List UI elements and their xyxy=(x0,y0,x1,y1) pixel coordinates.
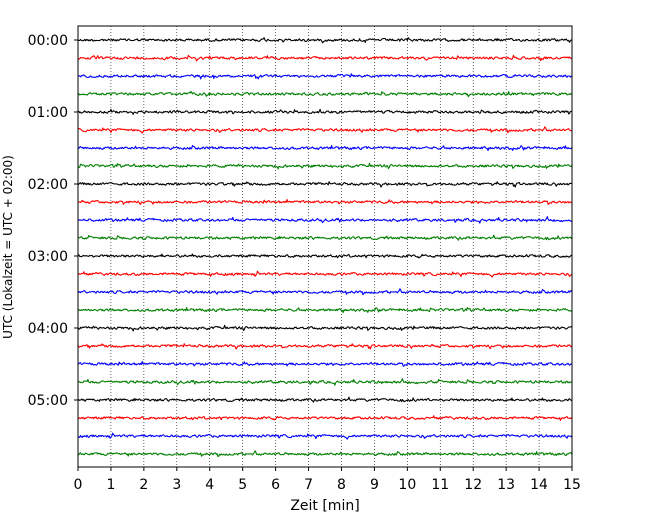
x-tick-label-0: 0 xyxy=(74,477,83,493)
trace-7 xyxy=(77,162,573,170)
trace-23 xyxy=(77,450,573,458)
trace-4 xyxy=(77,108,573,115)
x-tick-label-14: 14 xyxy=(530,477,548,493)
x-tick-label-13: 13 xyxy=(497,477,515,493)
trace-14 xyxy=(77,288,573,296)
trace-19 xyxy=(77,378,573,386)
trace-2 xyxy=(77,73,573,80)
x-tick-label-12: 12 xyxy=(464,477,482,493)
trace-21 xyxy=(77,415,573,421)
x-tick-label-1: 1 xyxy=(106,477,115,493)
trace-9 xyxy=(77,198,573,205)
y-tick-label-1: 01:00 xyxy=(28,105,68,121)
x-tick-label-4: 4 xyxy=(205,477,214,493)
y-tick-label-4: 04:00 xyxy=(28,321,68,337)
y-tick-label-0: 00:00 xyxy=(28,33,68,49)
trace-5 xyxy=(77,126,573,134)
x-tick-label-9: 9 xyxy=(370,477,379,493)
y-axis-ticks: 00:00 01:00 02:00 03:00 04:00 05:00 xyxy=(28,33,78,409)
trace-18 xyxy=(77,360,573,367)
y-tick-label-2: 02:00 xyxy=(28,177,68,193)
trace-11 xyxy=(77,234,573,241)
y-tick-label-3: 03:00 xyxy=(28,249,68,265)
x-tick-label-15: 15 xyxy=(563,477,581,493)
trace-0 xyxy=(77,37,573,44)
trace-3 xyxy=(77,90,573,98)
x-tick-label-6: 6 xyxy=(271,477,280,493)
trace-12 xyxy=(77,253,572,259)
trace-17 xyxy=(77,343,573,350)
x-tick-label-5: 5 xyxy=(238,477,247,493)
x-tick-label-2: 2 xyxy=(139,477,148,493)
trace-15 xyxy=(77,307,573,314)
plot-frame xyxy=(77,25,573,468)
trace-10 xyxy=(77,216,573,224)
trace-6 xyxy=(77,145,573,152)
x-tick-label-8: 8 xyxy=(337,477,346,493)
x-axis-label: Zeit [min] xyxy=(290,498,359,514)
trace-22 xyxy=(77,432,573,440)
y-axis-label: UTC (Lokalzeit = UTC + 02:00) xyxy=(1,155,15,339)
trace-16 xyxy=(77,324,573,332)
trace-20 xyxy=(77,396,573,403)
x-tick-label-11: 11 xyxy=(431,477,449,493)
seismic-traces xyxy=(77,37,573,458)
y-tick-label-5: 05:00 xyxy=(28,393,68,409)
x-tick-label-10: 10 xyxy=(398,477,416,493)
x-tick-label-7: 7 xyxy=(304,477,313,493)
trace-1 xyxy=(77,54,573,62)
x-axis-ticks: 0 1 2 3 4 5 6 7 8 9 10 11 12 13 14 15 xyxy=(74,467,581,493)
x-tick-label-3: 3 xyxy=(172,477,181,493)
trace-8 xyxy=(77,181,573,188)
trace-13 xyxy=(77,270,573,278)
plot-background xyxy=(78,26,572,467)
